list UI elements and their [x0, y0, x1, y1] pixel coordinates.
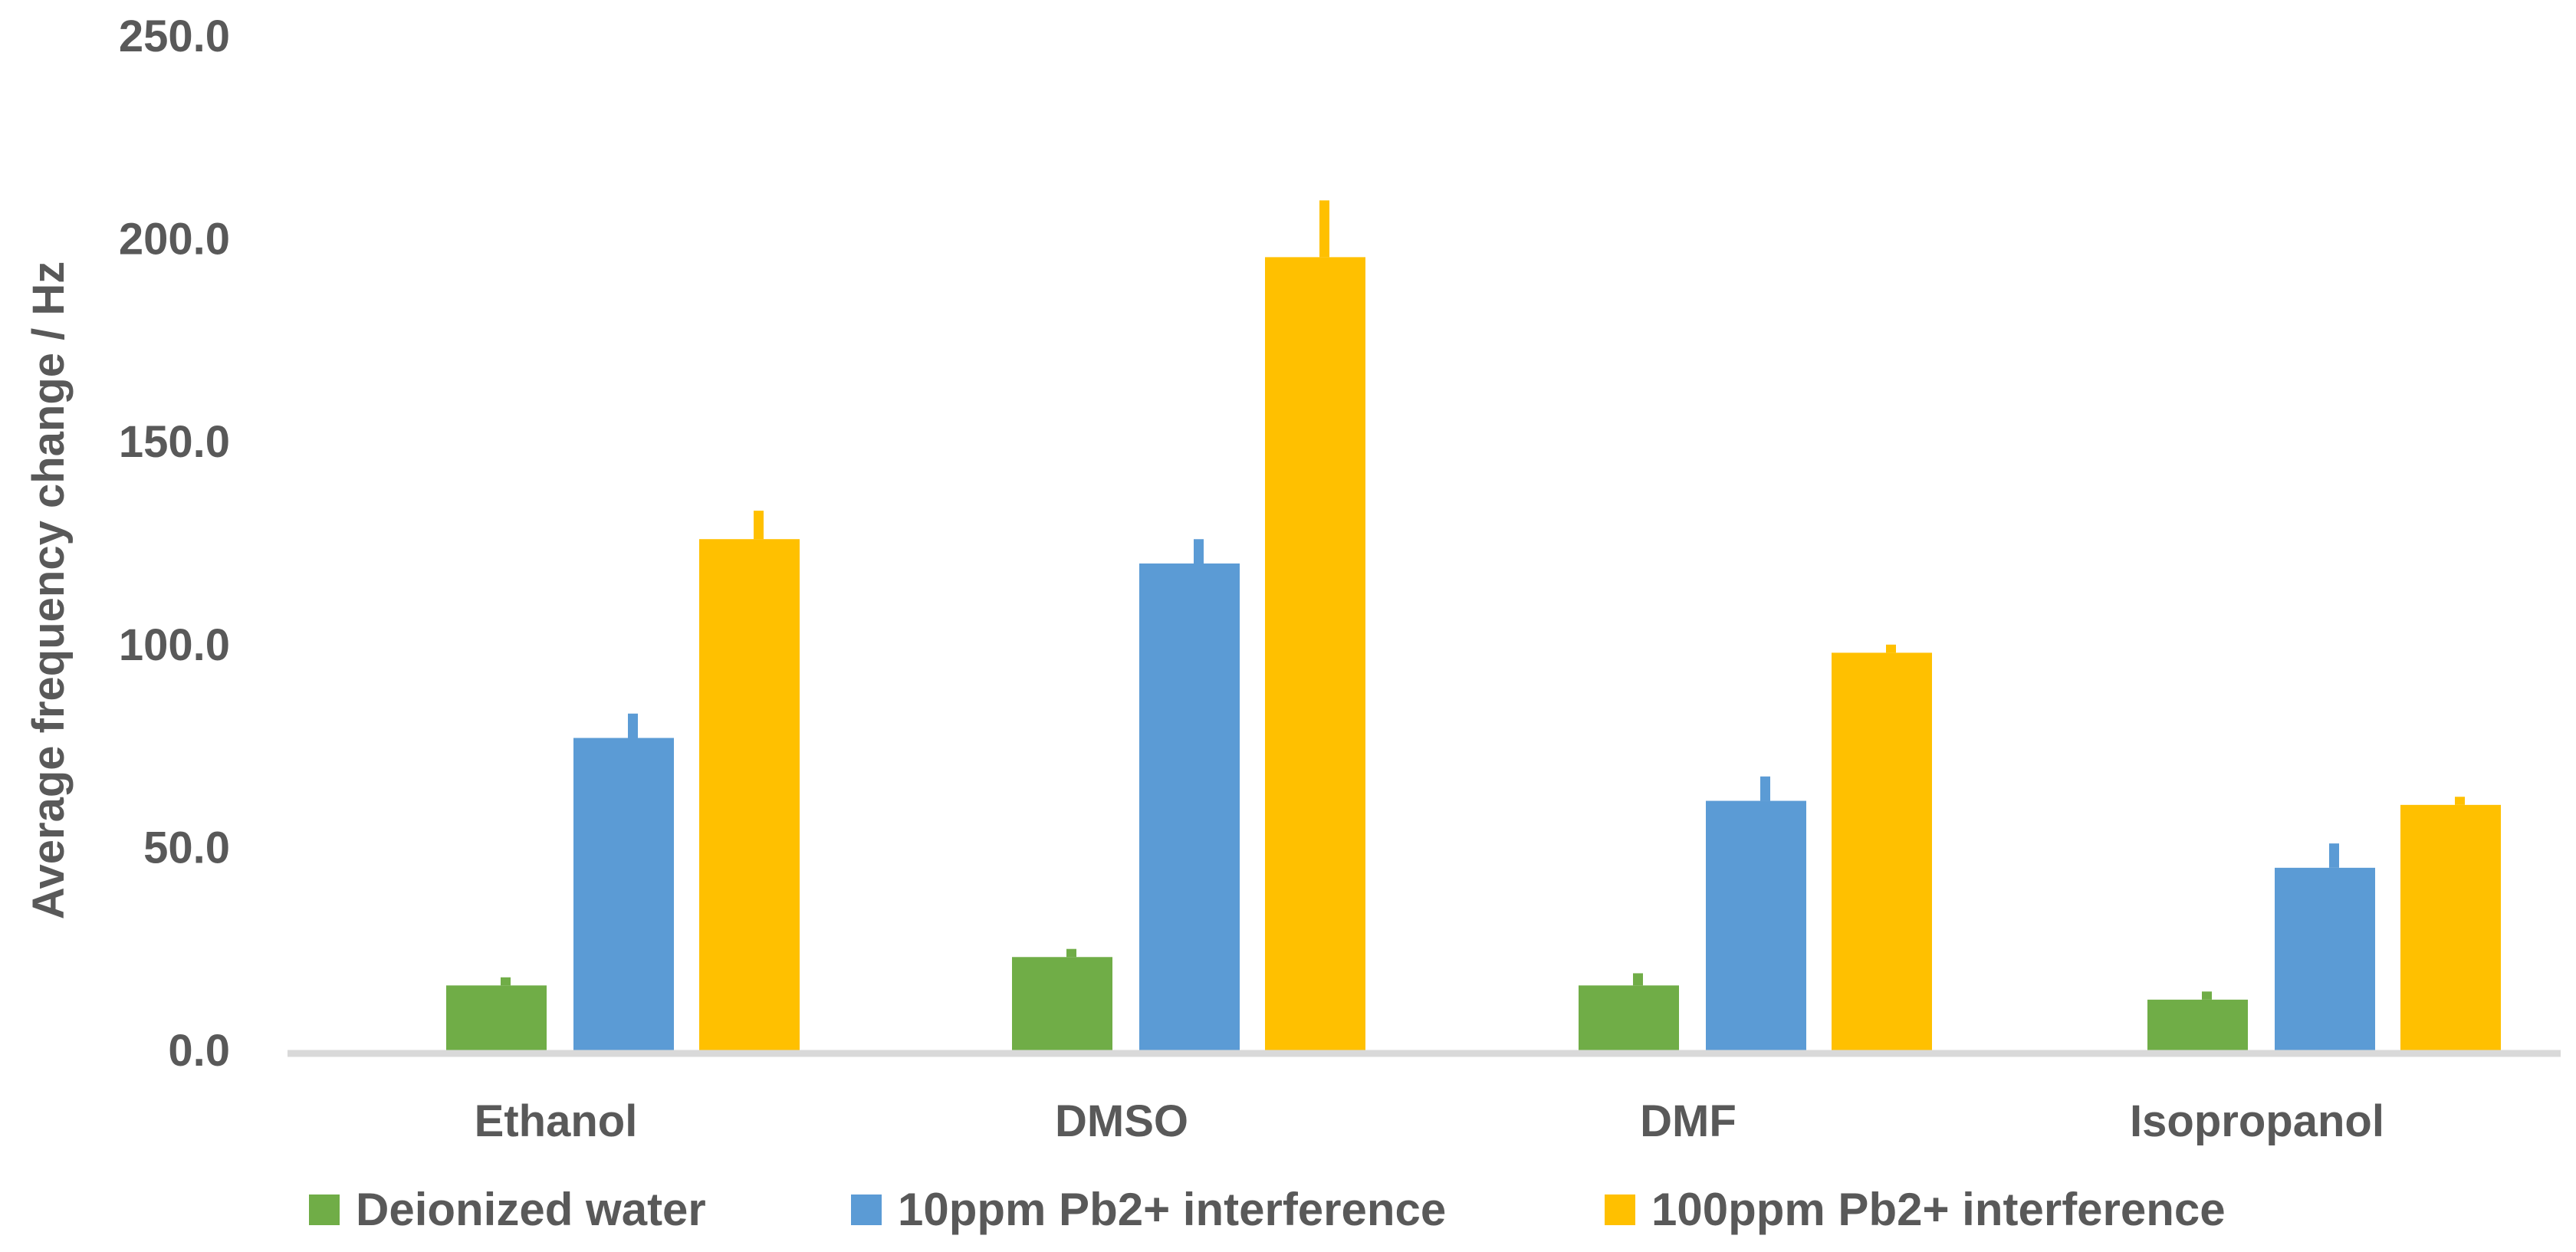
y-axis-title: Average frequency change / Hz [24, 261, 74, 919]
legend-label: 10ppm Pb2+ interference [898, 1184, 1446, 1235]
bar [1265, 257, 1365, 1050]
bar [2275, 867, 2375, 1050]
legend-label: Deionized water [356, 1184, 706, 1235]
x-axis-ticks: Ethanol DMSO DMF Isopropanol [475, 1096, 2384, 1146]
legend-swatch [309, 1194, 340, 1225]
y-tick-label: 150.0 [119, 417, 230, 467]
legend-swatch [851, 1194, 882, 1225]
x-tick-label: DMF [1640, 1096, 1737, 1146]
bar [1579, 985, 1679, 1050]
y-tick-label: 200.0 [119, 215, 230, 265]
error-bars [501, 200, 2465, 1000]
bar [1706, 800, 1806, 1050]
bar [1012, 957, 1112, 1050]
bars [446, 257, 2501, 1050]
legend-swatch [1605, 1194, 1635, 1225]
x-tick-label: Ethanol [475, 1096, 638, 1146]
y-axis-ticks: 0.0 50.0 100.0 150.0 200.0 250.0 [119, 12, 230, 1076]
legend-label: 100ppm Pb2+ interference [1651, 1184, 2226, 1235]
y-tick-label: 50.0 [143, 823, 230, 872]
y-tick-label: 0.0 [168, 1026, 230, 1076]
bar [2400, 804, 2501, 1050]
x-tick-label: Isopropanol [2130, 1096, 2384, 1146]
y-tick-label: 100.0 [119, 620, 230, 670]
x-tick-label: DMSO [1055, 1096, 1188, 1146]
bar [1832, 652, 1932, 1050]
legend: Deionized water 10ppm Pb2+ interference 10… [309, 1184, 2226, 1235]
bar [446, 985, 547, 1050]
bar [573, 738, 674, 1050]
bar [699, 539, 800, 1050]
bar [1139, 563, 1240, 1050]
bar [2147, 999, 2248, 1050]
y-tick-label: 250.0 [119, 12, 230, 61]
